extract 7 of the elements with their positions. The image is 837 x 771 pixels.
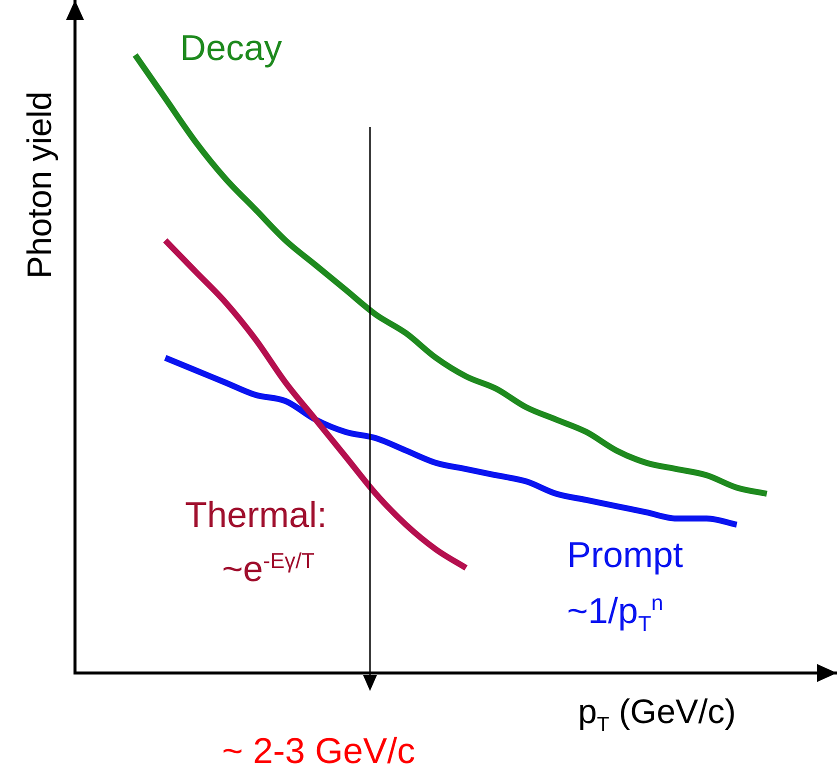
annotation: ~e$^{-Eγ/T}$ <box>222 548 315 589</box>
series-label: Decay <box>180 27 282 68</box>
series-label: Prompt <box>567 534 684 575</box>
x-axis-title: p$_{T}$ (GeV/c) <box>578 693 736 736</box>
series-label: Thermal: <box>185 494 328 535</box>
y-axis-title: Photon yield <box>21 91 59 279</box>
text: ~ 2-3 GeV/c <box>222 730 416 771</box>
